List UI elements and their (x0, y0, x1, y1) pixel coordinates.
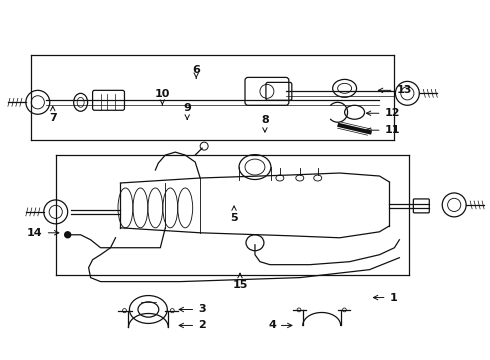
Text: 2: 2 (179, 320, 206, 330)
Text: 13: 13 (378, 85, 412, 95)
Text: 15: 15 (232, 274, 248, 289)
Text: 14: 14 (27, 228, 59, 238)
Text: 10: 10 (155, 89, 170, 105)
Text: 7: 7 (49, 106, 57, 123)
Circle shape (65, 232, 71, 238)
Text: 11: 11 (367, 125, 400, 135)
Text: 1: 1 (373, 293, 397, 302)
Text: 12: 12 (367, 108, 400, 118)
Text: 5: 5 (230, 206, 238, 223)
Text: 3: 3 (179, 305, 206, 315)
Text: 4: 4 (268, 320, 292, 330)
Text: 6: 6 (192, 66, 200, 78)
Text: 8: 8 (261, 115, 269, 132)
Text: 9: 9 (183, 103, 191, 119)
